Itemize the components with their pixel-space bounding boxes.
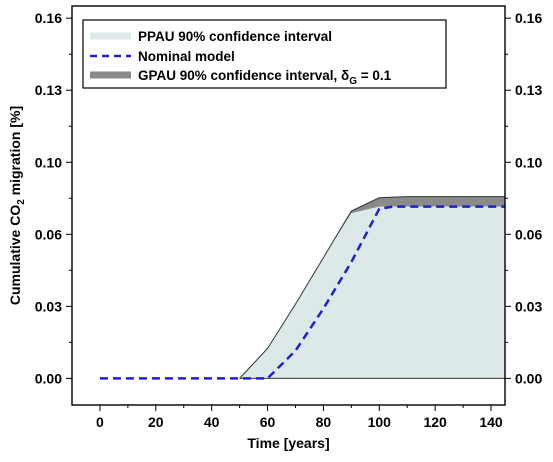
y-tick-label-right: 0.13 xyxy=(515,82,542,98)
y-axis-title: Cumulative CO2 migration [%] xyxy=(7,106,27,305)
y-tick-label-right: 0.06 xyxy=(515,226,542,242)
y-tick-label-right: 0.10 xyxy=(515,154,542,170)
legend-label-nominal: Nominal model xyxy=(138,49,235,64)
plot-frame xyxy=(71,5,506,406)
legend-label-ppau: PPAU 90% confidence interval xyxy=(138,29,332,44)
y-tick-label-left: 0.13 xyxy=(35,82,62,98)
legend-box xyxy=(82,19,447,89)
y-axis-ticks: 0.00 0.00 0.03 0.03 0.06 0.06 0.10 0.10 0.13 0.13… xyxy=(35,10,543,386)
x-tick-label: 80 xyxy=(316,414,332,430)
x-tick-label: 60 xyxy=(260,414,276,430)
y-tick-label-left: 0.10 xyxy=(35,154,62,170)
x-tick-label: 120 xyxy=(423,414,447,430)
y-tick-label-left: 0.06 xyxy=(35,226,62,242)
y-tick-label-right: 0.03 xyxy=(515,298,542,314)
legend-label-gpau-subscript: G xyxy=(349,76,357,87)
x-axis-ticks: 0 20 40 60 80 100 120 140 xyxy=(96,405,503,430)
legend-label-gpau-tail: = 0.1 xyxy=(357,68,392,83)
band-series-1 xyxy=(239,206,505,379)
y-axis-title-prefix: Cumulative CO xyxy=(7,205,23,305)
x-tick-label: 20 xyxy=(148,414,164,430)
y-tick-label-right: 0.00 xyxy=(515,370,542,386)
x-axis-title: Time [years] xyxy=(247,435,329,451)
legend: PPAU 90% confidence interval Nominal mod… xyxy=(82,19,447,89)
legend-label-gpau-main: GPAU 90% confidence interval, δ xyxy=(138,68,349,83)
x-tick-label: 40 xyxy=(204,414,220,430)
x-tick-label: 140 xyxy=(479,414,503,430)
legend-label-gpau: GPAU 90% confidence interval, δG = 0.1 xyxy=(138,68,392,87)
nominal-model-line xyxy=(99,205,505,380)
y-tick-label-right: 0.16 xyxy=(515,10,542,26)
y-axis-title-subscript: 2 xyxy=(16,199,27,205)
series-lines xyxy=(99,205,505,380)
y-tick-label-left: 0.16 xyxy=(35,10,62,26)
band-upper-edge xyxy=(239,196,505,379)
y-axis-title-suffix: migration [%] xyxy=(7,106,23,199)
y-tick-label-left: 0.00 xyxy=(35,370,62,386)
y-tick-label-left: 0.03 xyxy=(35,298,62,314)
x-tick-label: 0 xyxy=(96,414,104,430)
x-tick-label: 100 xyxy=(368,414,392,430)
